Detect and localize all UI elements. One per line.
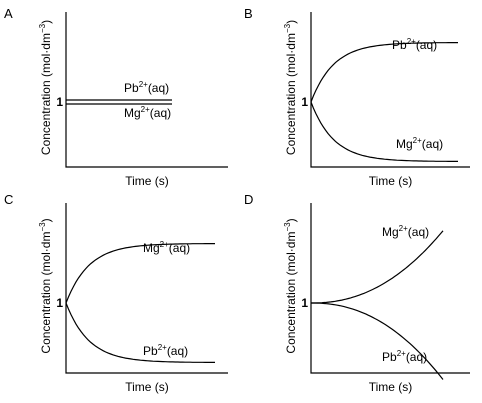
- panel-b: B Time (s) Concentration (mol·dm−3)1 Pb2+(a…: [244, 6, 470, 188]
- series-mg-label: Mg2+(aq): [382, 224, 429, 239]
- series-line-pb: [65, 302, 215, 363]
- axes: [65, 12, 228, 168]
- panel-label: B: [244, 6, 253, 21]
- x-axis-label: Time (s): [369, 174, 413, 188]
- series-mg-label: Mg2+(aq): [124, 105, 171, 120]
- panel-a: A Time (s) Concentration (mol·dm−3)1 Pb2+(a…: [4, 6, 228, 188]
- series-line-mg: [65, 243, 215, 304]
- start-value-label: 1: [301, 95, 308, 109]
- axes: [310, 12, 470, 168]
- series-line-mg: [311, 230, 444, 304]
- panel-d: D Time (s) Concentration (mol·dm−3)1 Mg2+(a…: [244, 192, 470, 394]
- series-line-mg: [310, 101, 458, 162]
- x-axis-label: Time (s): [369, 380, 413, 394]
- axes: [65, 203, 228, 374]
- series-mg-label: Mg2+(aq): [396, 136, 443, 151]
- series-line-pb: [311, 302, 444, 380]
- y-axis-label: Concentration (mol·dm−3): [283, 20, 298, 155]
- start-value-label: 1: [56, 296, 63, 310]
- start-value-label: 1: [56, 95, 63, 109]
- series-mg-label: Mg2+(aq): [143, 240, 190, 255]
- series-line-pb: [310, 42, 458, 103]
- y-axis-label: Concentration (mol·dm−3): [38, 20, 53, 155]
- y-axis-label: Concentration (mol·dm−3): [38, 218, 53, 353]
- panel-label: A: [4, 6, 13, 21]
- series-pb-label: Pb2+(aq): [124, 80, 169, 95]
- series-pb-label: Pb2+(aq): [382, 349, 427, 364]
- axes: [310, 203, 470, 374]
- panel-label: C: [4, 192, 13, 207]
- series-pb-label: Pb2+(aq): [143, 343, 188, 358]
- y-axis-label: Concentration (mol·dm−3): [283, 218, 298, 353]
- x-axis-label: Time (s): [125, 174, 169, 188]
- start-value-label: 1: [301, 296, 308, 310]
- x-axis-label: Time (s): [125, 380, 169, 394]
- panel-c: C Time (s) Concentration (mol·dm−3)1 Mg2+(a…: [4, 192, 228, 394]
- panel-label: D: [244, 192, 253, 207]
- series-pb-label: Pb2+(aq): [392, 37, 437, 52]
